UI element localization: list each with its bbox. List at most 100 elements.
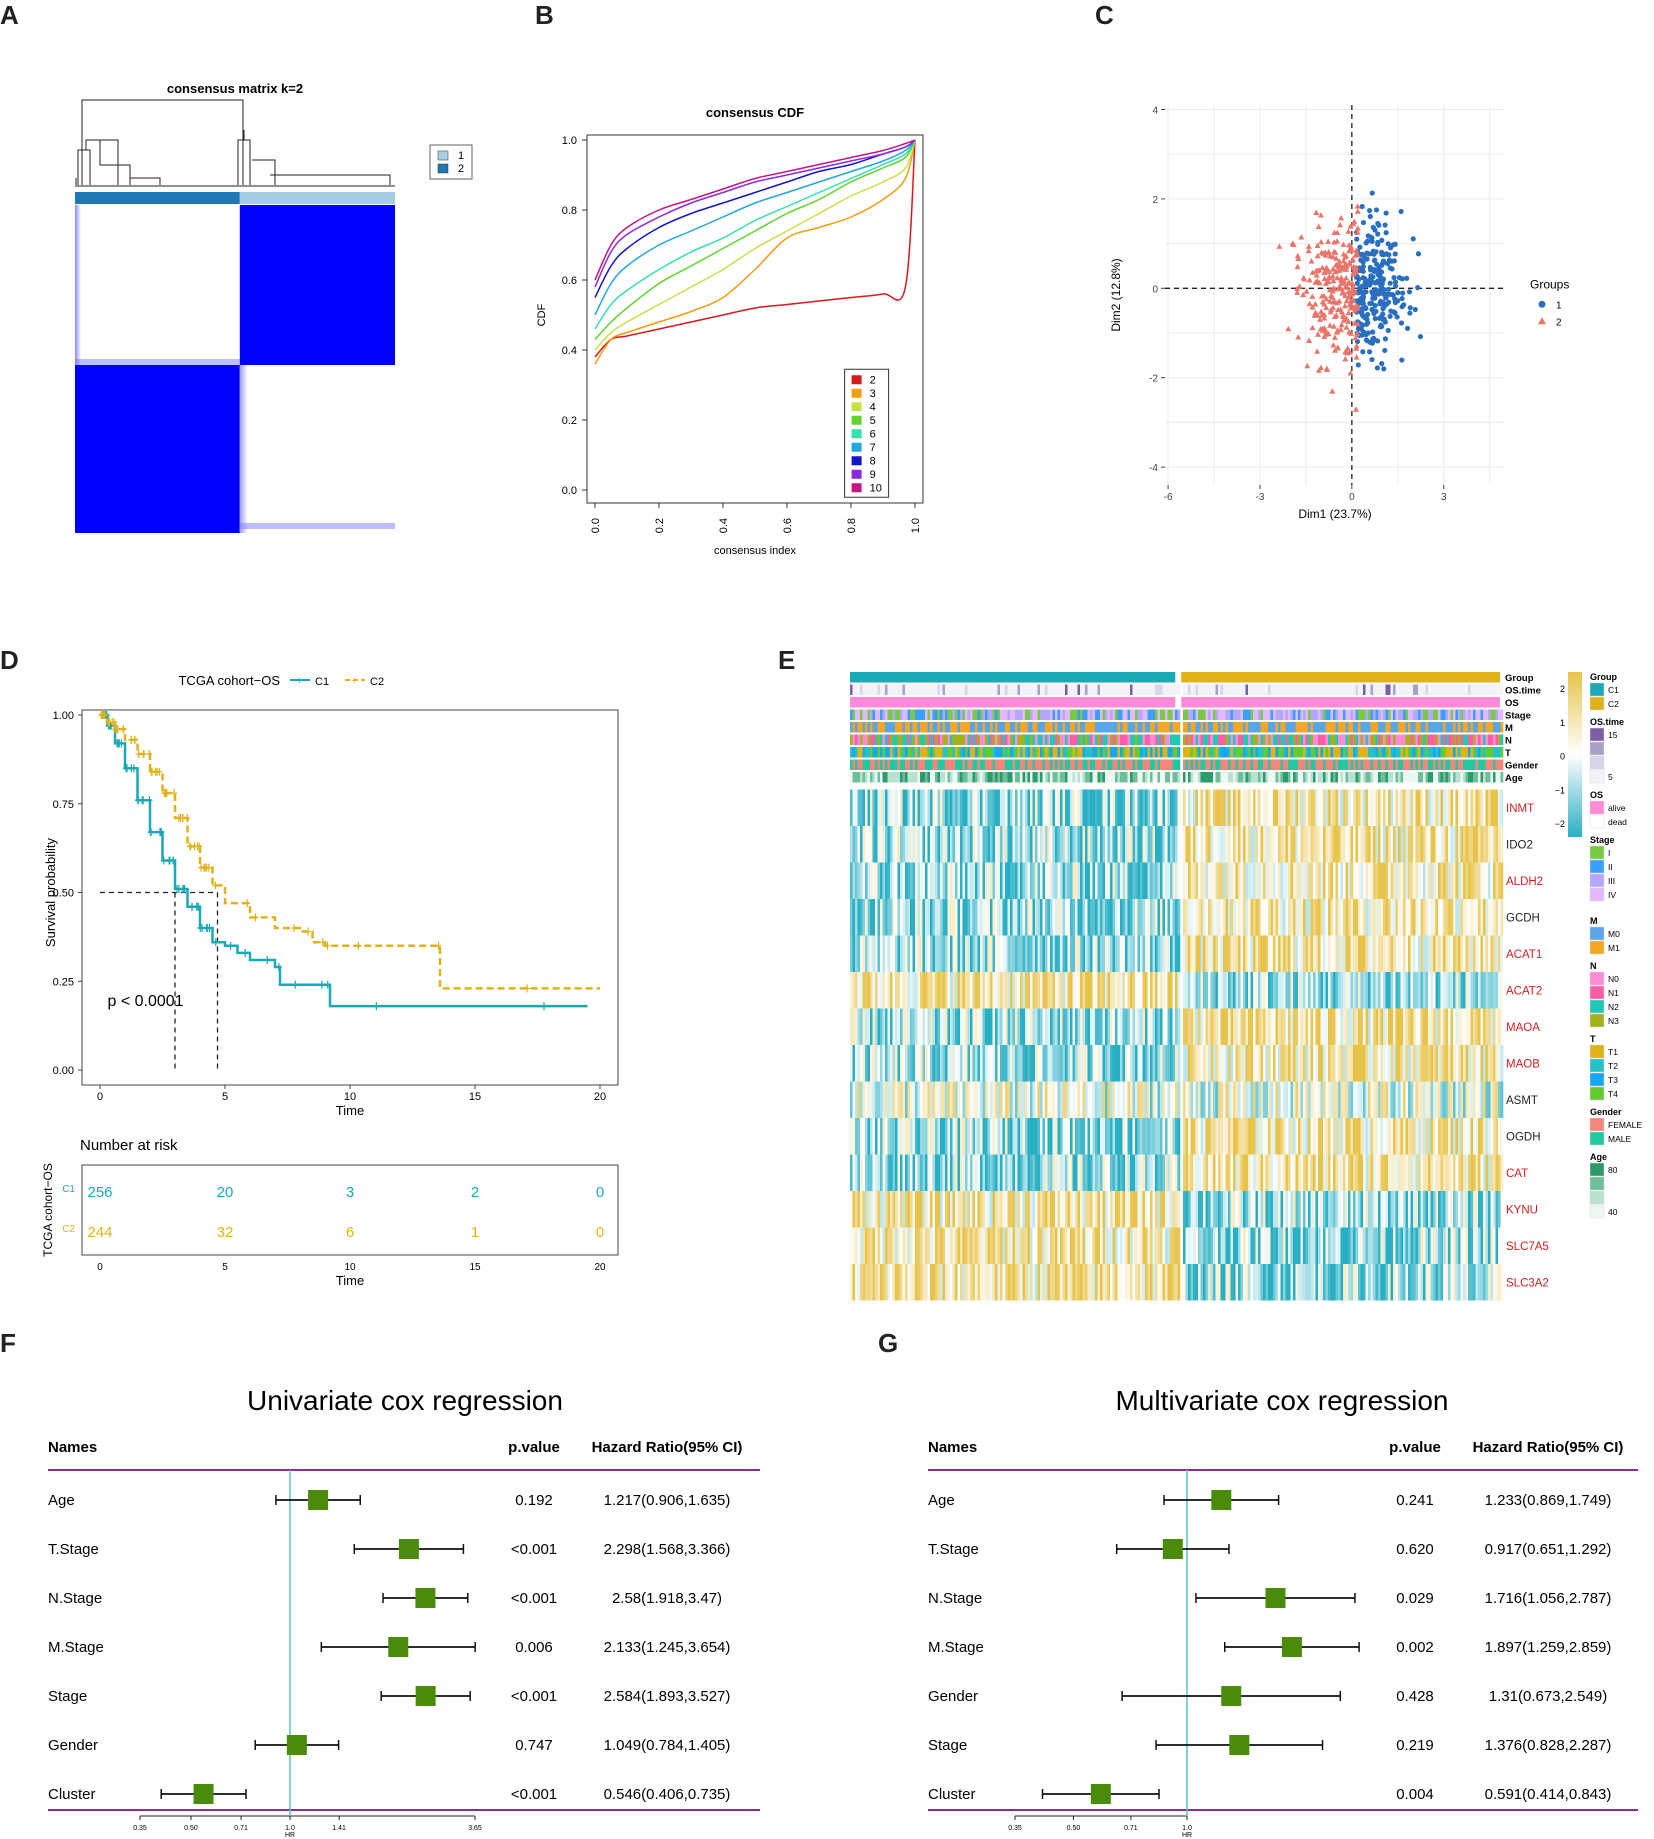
heat-cell: [1253, 899, 1256, 936]
heat-cell: [1032, 972, 1036, 1009]
heat-cell: [1220, 1008, 1224, 1045]
heat-cell: [1458, 826, 1461, 863]
annot-cell: [1110, 772, 1113, 783]
annot-cell: [1037, 709, 1041, 720]
annot-cell: [1010, 747, 1013, 758]
annot-cell: [947, 709, 951, 720]
point-group-1: [1391, 274, 1397, 281]
annot-cell: [1095, 772, 1098, 783]
heat-cell: [1037, 826, 1041, 863]
annot-cell: [1410, 747, 1414, 758]
heat-cell: [1150, 1008, 1153, 1045]
heat-cell: [1278, 899, 1281, 936]
heat-cell: [1253, 789, 1256, 826]
heat-cell: [1420, 826, 1424, 863]
heat-cell: [1355, 1008, 1359, 1045]
annot-cell: [1107, 772, 1111, 783]
heat-cell: [1460, 1008, 1464, 1045]
annot-cell: [1245, 734, 1249, 745]
x-axis-label: consensus index: [714, 545, 796, 557]
heat-cell: [1047, 935, 1051, 972]
heat-cell: [865, 899, 868, 936]
annot-cell: [1333, 747, 1336, 758]
point-group-1: [1365, 233, 1371, 239]
heat-cell: [1423, 789, 1426, 826]
annot-cell: [1240, 722, 1244, 733]
heat-cell: [1105, 1008, 1108, 1045]
annot-cell: [1243, 734, 1246, 745]
heat-cell: [1110, 1008, 1113, 1045]
heat-cell: [1268, 1008, 1271, 1045]
point-group-1: [1362, 304, 1369, 311]
heat-cell: [1175, 1045, 1178, 1082]
point-group-2: [1333, 261, 1340, 268]
y-axis-label: CDF: [536, 303, 548, 326]
annot-cell: [1012, 747, 1016, 758]
annot-cell: [1250, 734, 1254, 745]
heat-cell: [877, 862, 881, 899]
annot-cell: [1488, 722, 1491, 733]
annot-cell: [1042, 722, 1046, 733]
heat-cell: [1403, 1008, 1406, 1045]
annot-cell: [1248, 709, 1251, 720]
heat-cell: [1500, 826, 1504, 863]
heat-cell: [1415, 935, 1419, 972]
heat-cell: [910, 899, 913, 936]
dendrogram: [75, 99, 395, 187]
point-group-2: [1331, 229, 1338, 235]
heat-cell: [1115, 826, 1118, 863]
annot-cell: [990, 747, 993, 758]
heat-cell: [987, 972, 991, 1009]
annot-cell: [1223, 709, 1226, 720]
heat-cell: [1368, 1045, 1371, 1082]
annot-cell: [1198, 759, 1201, 770]
heat-cell: [1147, 789, 1151, 826]
point-group-2: [1318, 293, 1325, 299]
heat-cell: [1350, 935, 1354, 972]
heat-cell: [877, 1008, 881, 1045]
annot-cell: [912, 684, 916, 695]
heat-cell: [1275, 899, 1279, 936]
annot-cell: [1045, 772, 1048, 783]
point-group-1: [1375, 288, 1381, 295]
annot-cell: [880, 747, 883, 758]
heat-cell: [1453, 789, 1456, 826]
annot-cell: [1125, 772, 1128, 783]
annot-cell: [890, 734, 893, 745]
censor-mark: [134, 796, 141, 805]
annot-cell: [1142, 709, 1146, 720]
annot-cell: [1162, 772, 1166, 783]
heat-cell: [1092, 826, 1096, 863]
heat-cell: [1483, 1008, 1486, 1045]
heat-cell: [970, 1081, 973, 1118]
annot-cell: [1062, 722, 1066, 733]
heat-cell: [1005, 1008, 1008, 1045]
heat-cell: [1130, 972, 1133, 1009]
annot-cell: [980, 772, 983, 783]
heat-cell: [1305, 1081, 1309, 1118]
heat-cell: [1195, 862, 1199, 899]
heat-cell: [1405, 826, 1409, 863]
annot-cell: [1300, 684, 1304, 695]
annot-cell: [1025, 684, 1028, 695]
heat-cell: [1455, 1008, 1459, 1045]
heat-cell: [1343, 826, 1346, 863]
annot-cell: [1042, 759, 1046, 770]
heat-cell: [897, 862, 901, 899]
point-group-2: [1309, 324, 1316, 331]
heat-cell: [1393, 826, 1396, 863]
heat-cell: [1268, 972, 1271, 1009]
annot-cell: [1465, 747, 1469, 758]
annot-cell: [865, 759, 868, 770]
heat-cell: [1027, 1045, 1031, 1082]
annot-cell: [975, 759, 978, 770]
annot-cell: [1478, 684, 1481, 695]
heat-cell: [1280, 935, 1284, 972]
annot-cell: [867, 734, 871, 745]
heat-cell: [1145, 789, 1148, 826]
annot-cell: [920, 759, 923, 770]
annot-cell: [1263, 759, 1266, 770]
annot-cell: [1215, 684, 1219, 695]
annot-cell: [960, 722, 963, 733]
annot-cell: [975, 747, 978, 758]
